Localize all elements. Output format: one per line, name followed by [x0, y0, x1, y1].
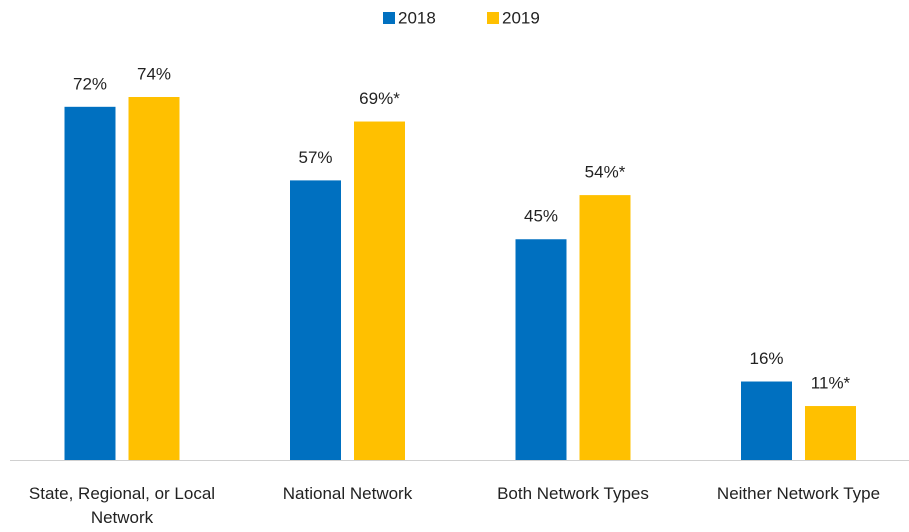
- bar: [290, 180, 341, 460]
- x-tick-label: State, Regional, or Local Network: [28, 484, 216, 527]
- x-tick-label: National Network: [282, 484, 413, 503]
- data-label: 72%: [73, 74, 107, 93]
- bar: [805, 406, 856, 460]
- x-tick-label: Neither Network Type: [716, 484, 881, 503]
- x-tick-label: Both Network Types: [497, 484, 649, 503]
- bar: [515, 239, 567, 460]
- legend-label: 2018: [398, 8, 436, 27]
- bar: [354, 121, 405, 460]
- bar: [64, 106, 116, 460]
- data-label: 11%*: [811, 374, 851, 393]
- data-label: 54%*: [585, 163, 626, 182]
- data-label: 74%: [137, 64, 171, 83]
- bar: [128, 97, 180, 460]
- data-label: 16%: [749, 349, 783, 368]
- bar: [579, 195, 631, 461]
- data-label: 69%*: [359, 89, 400, 108]
- legend-swatch: [383, 12, 395, 24]
- data-label: 45%: [524, 207, 558, 226]
- legend-swatch: [487, 12, 499, 24]
- data-label: 57%: [298, 148, 332, 167]
- legend-label: 2019: [502, 8, 540, 27]
- bar: [741, 381, 792, 460]
